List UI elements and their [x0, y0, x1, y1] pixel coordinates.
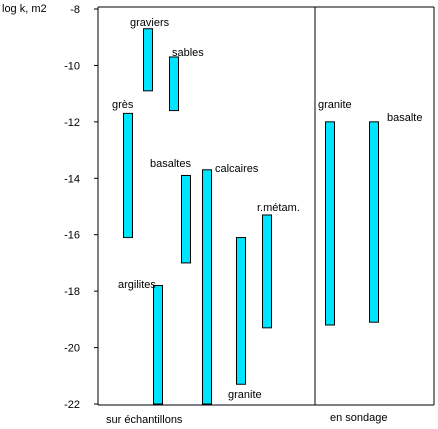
- y-tick-label: -20: [64, 343, 80, 355]
- bar-sables: [169, 56, 179, 112]
- bar-label: grès: [112, 99, 134, 111]
- y-tick-label: -22: [64, 399, 80, 411]
- bars-group: [123, 28, 379, 405]
- bar-r-m-tam-: [262, 214, 272, 329]
- bar-basalte: [369, 121, 379, 323]
- panel-label-en-sondage: en sondage: [330, 412, 388, 424]
- bar-label: argilites: [118, 279, 156, 291]
- bar-basaltes: [181, 174, 191, 264]
- bar-argilites: [153, 285, 163, 405]
- bar-graviers: [143, 28, 153, 92]
- bar-label: granite: [318, 99, 352, 111]
- y-tick-label: -16: [64, 230, 80, 242]
- bar-labels-group: graviers sables grès basaltes calcaires argil…: [112, 17, 422, 401]
- y-tick-label: -12: [64, 117, 80, 129]
- bar-granite: [236, 237, 246, 385]
- bar-label: graviers: [130, 17, 170, 29]
- y-tick-label: -14: [64, 173, 80, 185]
- panel-label-sur-echantillons: sur échantillons: [106, 414, 183, 426]
- bar-label: calcaires: [215, 163, 259, 175]
- bar-label: sables: [172, 47, 204, 59]
- bar-label: basaltes: [150, 158, 191, 170]
- bar-calcaires: [202, 169, 212, 405]
- bar-label: r.métam.: [257, 202, 300, 214]
- bar-gr-s: [123, 112, 133, 239]
- bar-label: basalte: [387, 112, 422, 124]
- y-ticks: -8 -10 -12 -14 -16 -18 -20 -22: [64, 4, 98, 411]
- bar-label: granite: [228, 389, 262, 401]
- y-axis-label: log k, m2: [2, 3, 47, 15]
- y-tick-label: -10: [64, 60, 80, 72]
- y-tick-label: -8: [70, 4, 80, 16]
- y-tick-label: -18: [64, 286, 80, 298]
- bar-granite: [325, 121, 335, 326]
